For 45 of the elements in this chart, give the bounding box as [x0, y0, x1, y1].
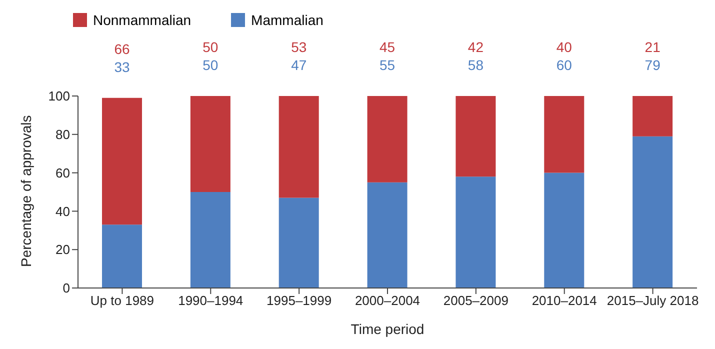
bar [367, 96, 408, 182]
x-tick-label: 2005–2009 [443, 293, 508, 308]
x-tick-label: 2000–2004 [354, 293, 420, 308]
data-label: 53 [291, 39, 307, 55]
y-tick-label: 0 [62, 280, 70, 296]
bar [456, 176, 496, 288]
x-tick-label: 1990–1994 [178, 293, 244, 308]
x-axis-title: Time period [350, 321, 424, 337]
bar [102, 224, 142, 288]
data-label: 60 [556, 57, 572, 73]
bar [544, 96, 584, 173]
data-label: 79 [644, 57, 661, 73]
bar [102, 98, 142, 225]
x-tick-label: 2015–July 2018 [606, 293, 699, 308]
y-tick-label: 60 [56, 165, 70, 180]
data-label: 40 [556, 39, 572, 55]
data-label: 66 [114, 41, 130, 58]
data-label: 58 [468, 57, 484, 73]
bar [190, 96, 230, 192]
bar [456, 96, 496, 177]
data-label: 50 [202, 57, 218, 73]
y-tick-label: 100 [48, 88, 70, 104]
data-label: 42 [468, 39, 484, 55]
data-label: 50 [202, 39, 218, 55]
bar [544, 172, 584, 288]
data-label: 21 [644, 39, 661, 55]
bar [632, 136, 673, 288]
x-tick-label: 1995–1999 [266, 293, 332, 308]
data-label: 33 [114, 59, 130, 76]
y-tick-label: 80 [56, 127, 70, 142]
bar [632, 96, 673, 136]
legend-label: Mammalian [251, 12, 324, 28]
y-tick-label: 40 [56, 204, 70, 219]
y-axis-title: Percentage of approvals [18, 115, 34, 267]
bar [278, 198, 319, 288]
y-tick-label: 20 [56, 242, 70, 258]
bar [190, 192, 230, 288]
bar [278, 96, 319, 198]
data-label: 55 [379, 57, 396, 73]
x-tick-label: 2010–2014 [532, 293, 597, 308]
data-label: 45 [379, 39, 396, 55]
data-label: 47 [291, 57, 307, 73]
x-tick-label: Up to 1989 [90, 293, 154, 308]
legend-label: Nonmammalian [93, 12, 192, 28]
bar [367, 182, 408, 288]
